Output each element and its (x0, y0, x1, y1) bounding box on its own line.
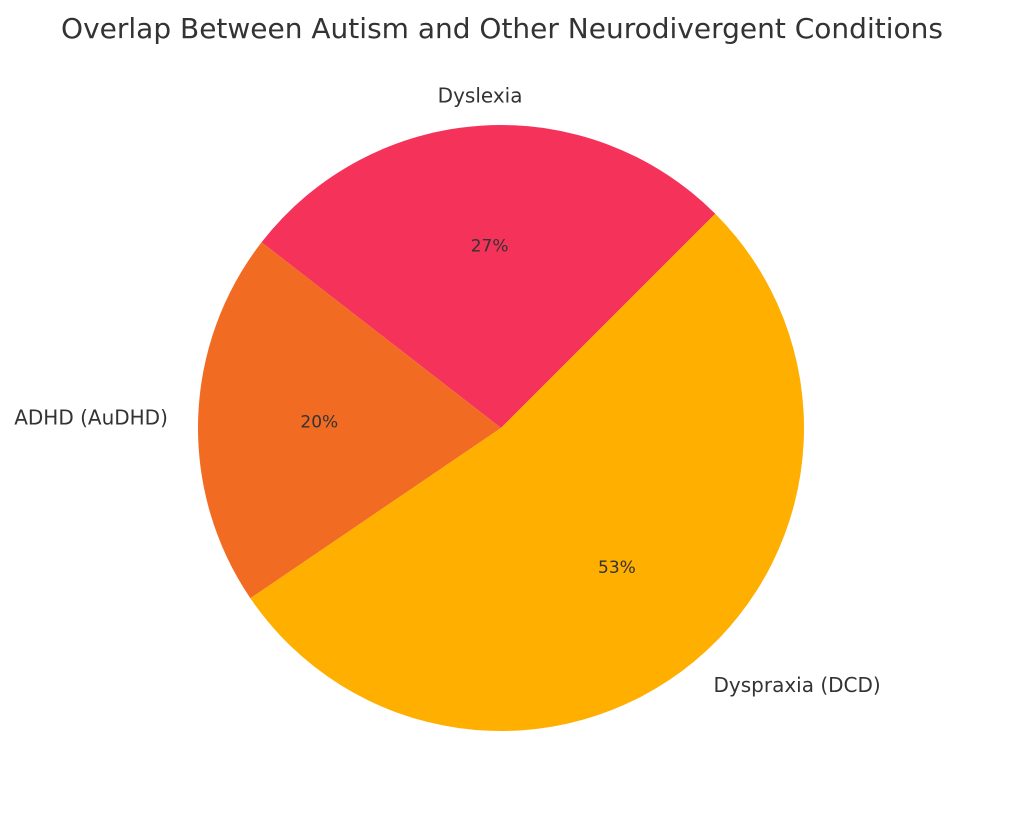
pie-slice-adhd-audhd (197, 242, 501, 599)
slice-percent-dyslexia: 27% (471, 237, 509, 257)
pie-slices (197, 125, 805, 732)
chart-title: Overlap Between Autism and Other Neurodi… (61, 12, 943, 45)
pie-slice-dyslexia (261, 125, 716, 428)
pie-labels: Dyslexia 27% ADHD (AuDHD) 20% Dyspraxia (DCD… (14, 83, 881, 696)
pie-slice-dyspraxia-dcd (250, 213, 805, 732)
slice-percent-adhd-audhd: 20% (300, 412, 338, 432)
slice-label-dyspraxia-dcd: Dyspraxia (DCD) (714, 673, 881, 697)
slice-label-dyslexia: Dyslexia (438, 83, 523, 107)
slice-label-adhd-audhd: ADHD (AuDHD) (14, 406, 168, 430)
slice-percent-dyspraxia-dcd: 53% (598, 558, 636, 578)
